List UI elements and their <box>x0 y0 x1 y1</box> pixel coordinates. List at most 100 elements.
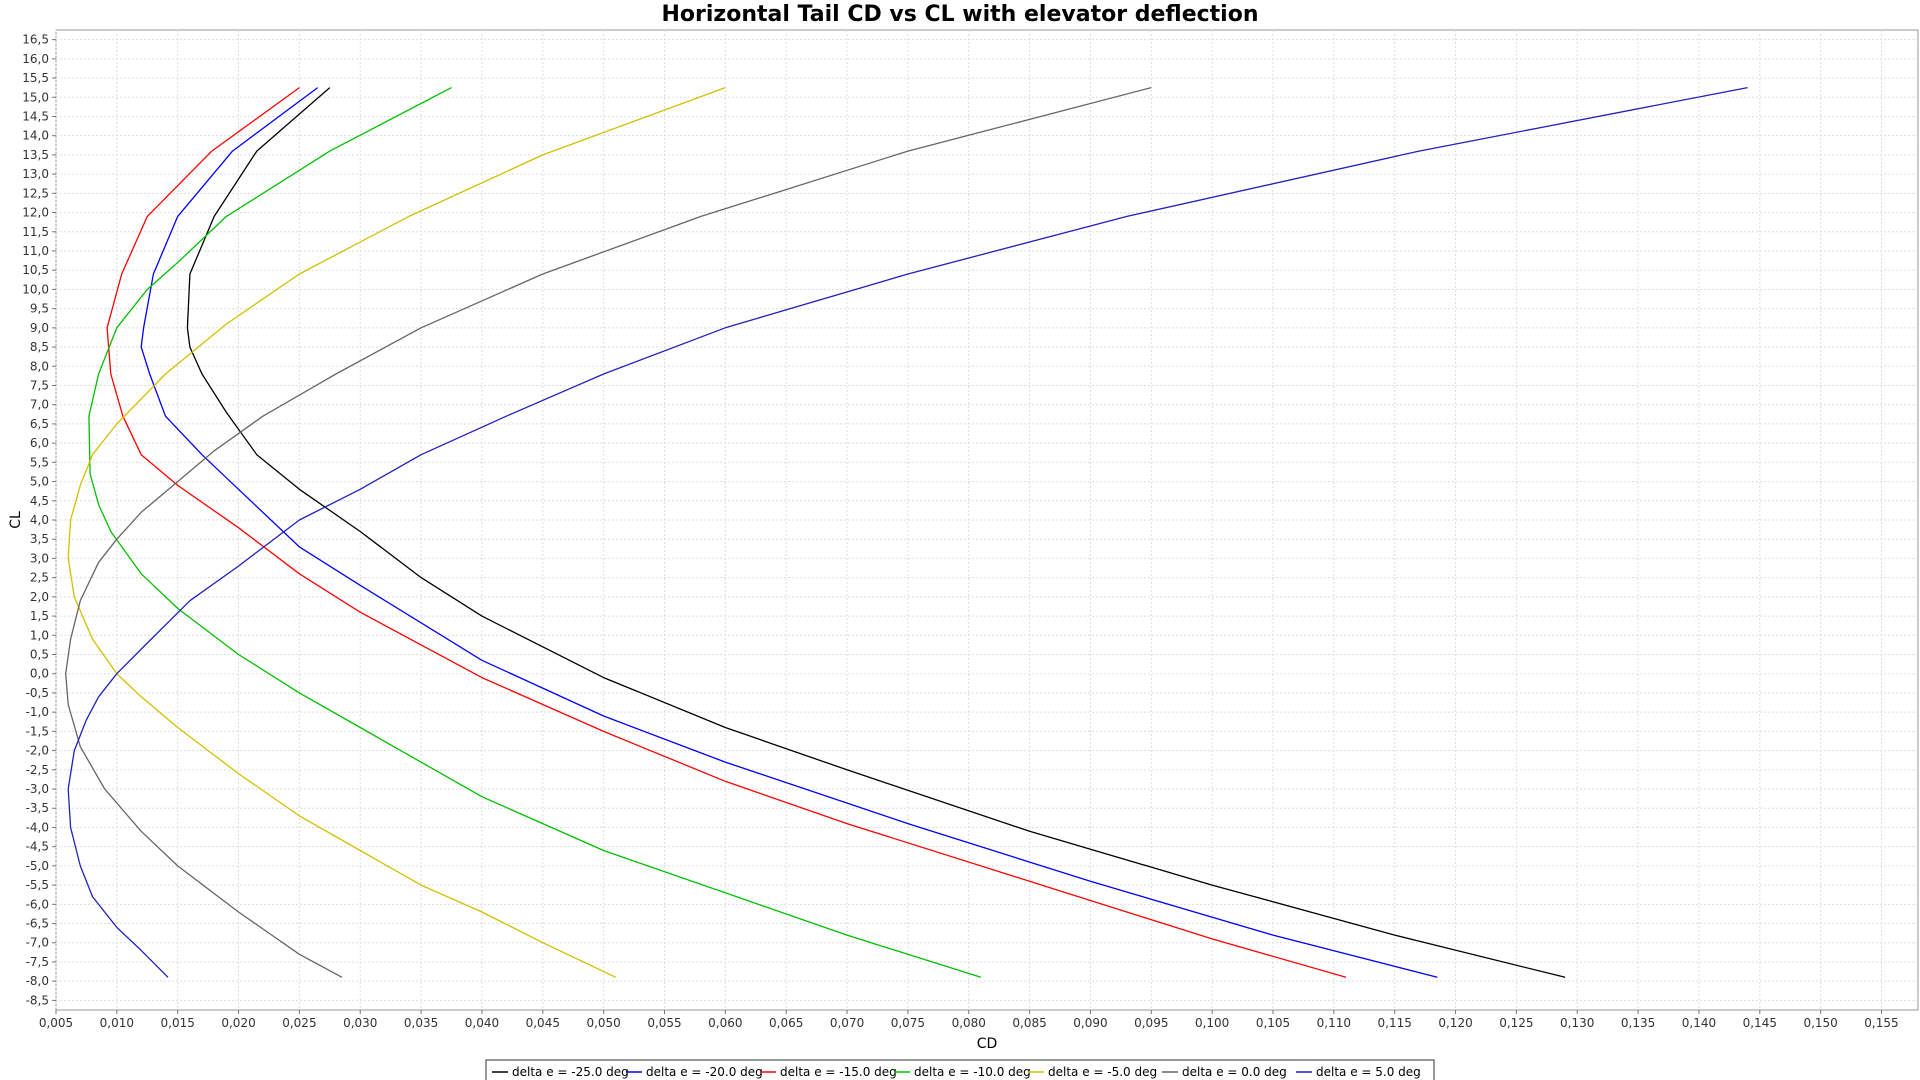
x-tick-label: 0,075 <box>891 1016 925 1030</box>
series-group <box>65 86 1748 978</box>
legend-label: delta e = -15.0 deg <box>780 1065 897 1079</box>
series-line-2 <box>106 87 1347 978</box>
y-tick-label: 9,5 <box>30 302 49 316</box>
y-tick-label: -1,5 <box>26 724 49 738</box>
x-tick-label: 0,020 <box>221 1016 255 1030</box>
plot-area <box>55 29 1919 1011</box>
y-tick-label: 13,5 <box>22 148 49 162</box>
y-tick-label: 2,5 <box>30 571 49 585</box>
x-tick-label: 0,135 <box>1621 1016 1655 1030</box>
y-axis: -8,5 -8,0 -7,5 -7,0 -6,5 -6,0 -5,5 -5,0 -4,5 -4,0… <box>22 33 56 1007</box>
y-tick-label: -5,0 <box>26 859 49 873</box>
legend-label: delta e = -20.0 deg <box>646 1065 763 1079</box>
x-tick-label: 0,030 <box>343 1016 377 1030</box>
x-tick-label: 0,060 <box>708 1016 742 1030</box>
y-tick-label: 0,0 <box>30 667 49 681</box>
y-tick-label: 12,5 <box>22 186 49 200</box>
x-tick-label: 0,050 <box>586 1016 620 1030</box>
y-tick-label: 11,5 <box>22 225 49 239</box>
x-tick-label: 0,035 <box>404 1016 438 1030</box>
y-tick-label: 11,0 <box>22 244 49 258</box>
y-tick-label: -4,0 <box>26 820 49 834</box>
y-tick-label: -6,5 <box>26 917 49 931</box>
y-tick-label: 4,0 <box>30 513 49 527</box>
x-tick-label: 0,055 <box>647 1016 681 1030</box>
y-tick-label: -7,5 <box>26 955 49 969</box>
y-tick-label: 9,0 <box>30 321 49 335</box>
y-tick-label: 8,0 <box>30 359 49 373</box>
x-axis: 0,005 0,010 0,015 0,020 0,025 0,030 0,035 0,040… <box>39 1010 1899 1030</box>
legend-label: delta e = 5.0 deg <box>1316 1065 1421 1079</box>
y-tick-label: -1,0 <box>26 705 49 719</box>
x-tick-label: 0,125 <box>1499 1016 1533 1030</box>
series-line-0 <box>186 87 1566 978</box>
y-tick-label: 5,0 <box>30 475 49 489</box>
chart-title: Horizontal Tail CD vs CL with elevator d… <box>662 2 1259 27</box>
x-tick-label: 0,010 <box>100 1016 134 1030</box>
y-tick-label: -4,5 <box>26 840 49 854</box>
y-tick-label: -3,0 <box>26 782 49 796</box>
y-tick-label: 15,0 <box>22 90 49 104</box>
y-tick-label: 15,5 <box>22 71 49 85</box>
x-tick-label: 0,080 <box>952 1016 986 1030</box>
y-tick-label: 1,0 <box>30 628 49 642</box>
x-tick-label: 0,090 <box>1073 1016 1107 1030</box>
x-tick-label: 0,095 <box>1134 1016 1168 1030</box>
y-tick-label: 13,0 <box>22 167 49 181</box>
y-tick-label: -2,0 <box>26 744 49 758</box>
legend-box <box>485 1059 1435 1080</box>
x-tick-label: 0,070 <box>830 1016 864 1030</box>
x-tick-label: 0,085 <box>1012 1016 1046 1030</box>
y-tick-label: 14,5 <box>22 109 49 123</box>
x-tick-label: 0,150 <box>1803 1016 1837 1030</box>
y-tick-label: -2,5 <box>26 763 49 777</box>
y-tick-label: 7,0 <box>30 398 49 412</box>
x-tick-label: 0,145 <box>1743 1016 1777 1030</box>
y-tick-label: 14,0 <box>22 129 49 143</box>
y-tick-label: -5,5 <box>26 878 49 892</box>
y-tick-label: -8,5 <box>26 993 49 1007</box>
series-line-1 <box>140 87 1438 978</box>
series-line-4 <box>67 86 726 978</box>
series-line-3 <box>88 87 982 978</box>
x-tick-label: 0,040 <box>465 1016 499 1030</box>
x-tick-label: 0,115 <box>1378 1016 1412 1030</box>
series-line-6 <box>67 86 1748 978</box>
legend-label: delta e = -25.0 deg <box>512 1065 629 1079</box>
x-tick-label: 0,005 <box>39 1016 73 1030</box>
y-tick-label: 1,5 <box>30 609 49 623</box>
y-axis-label: CL <box>8 511 24 529</box>
y-tick-label: 7,5 <box>30 378 49 392</box>
y-tick-label: -3,5 <box>26 801 49 815</box>
y-tick-label: 12,0 <box>22 206 49 220</box>
x-tick-label: 0,065 <box>769 1016 803 1030</box>
y-tick-label: 2,0 <box>30 590 49 604</box>
x-tick-label: 0,025 <box>282 1016 316 1030</box>
legend-label: delta e = -10.0 deg <box>914 1065 1031 1079</box>
x-tick-label: 0,130 <box>1560 1016 1594 1030</box>
grid <box>55 30 1918 1010</box>
x-tick-label: 0,045 <box>526 1016 560 1030</box>
y-tick-label: 3,5 <box>30 532 49 546</box>
x-tick-label: 0,120 <box>1438 1016 1472 1030</box>
x-tick-label: 0,155 <box>1864 1016 1898 1030</box>
y-tick-label: 16,0 <box>22 52 49 66</box>
legend: delta e = -25.0 deg delta e = -20.0 deg de… <box>485 1059 1435 1080</box>
y-tick-label: 16,5 <box>22 33 49 47</box>
y-tick-label: -8,0 <box>26 974 49 988</box>
x-tick-label: 0,105 <box>1256 1016 1290 1030</box>
x-tick-label: 0,015 <box>161 1016 195 1030</box>
y-tick-label: -0,5 <box>26 686 49 700</box>
y-tick-label: 0,5 <box>30 648 49 662</box>
y-tick-label: -6,0 <box>26 897 49 911</box>
y-tick-label: 6,5 <box>30 417 49 431</box>
y-tick-label: 3,0 <box>30 551 49 565</box>
y-tick-label: 4,5 <box>30 494 49 508</box>
x-tick-label: 0,140 <box>1682 1016 1716 1030</box>
y-tick-label: 10,0 <box>22 282 49 296</box>
series-line-5 <box>65 86 1152 978</box>
y-tick-label: 8,5 <box>30 340 49 354</box>
legend-label: delta e = 0.0 deg <box>1182 1065 1287 1079</box>
y-tick-label: 6,0 <box>30 436 49 450</box>
